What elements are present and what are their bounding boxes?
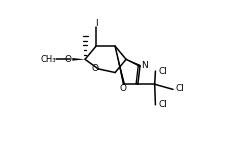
Text: O: O (65, 55, 71, 64)
Text: N: N (141, 61, 147, 70)
Text: Cl: Cl (176, 85, 185, 93)
Text: Cl: Cl (158, 100, 167, 108)
Polygon shape (72, 58, 85, 61)
Polygon shape (115, 46, 125, 85)
Text: O: O (92, 64, 98, 73)
Text: O: O (120, 84, 127, 93)
Text: Cl: Cl (158, 67, 167, 76)
Text: I: I (95, 19, 98, 28)
Polygon shape (126, 59, 141, 67)
Text: CH₃: CH₃ (40, 55, 56, 63)
